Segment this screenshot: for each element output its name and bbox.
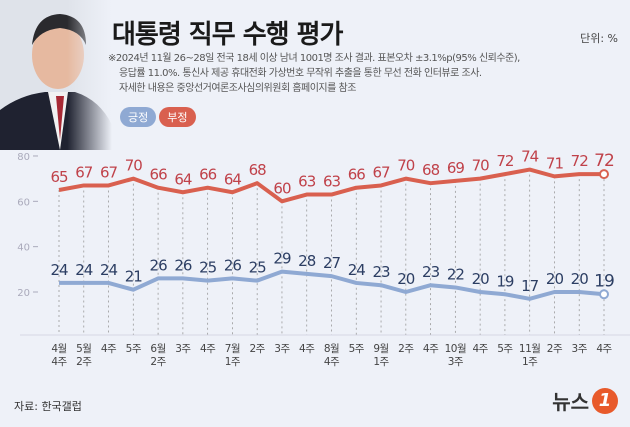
data-label: 17 — [521, 277, 539, 295]
data-label: 63 — [323, 173, 341, 191]
x-tick-label: 1주 — [225, 356, 241, 368]
data-label: 72 — [571, 152, 589, 170]
data-label: 28 — [298, 252, 316, 270]
data-label: 64 — [224, 170, 242, 188]
note-line: ※2024년 11월 26~28일 전국 18세 이상 남녀 1001명 조사 … — [108, 53, 520, 64]
data-label: 26 — [224, 256, 242, 274]
x-tick-label: 3주 — [274, 343, 290, 355]
x-tick-label: 1주 — [373, 356, 389, 368]
x-tick-label: 3주 — [448, 356, 464, 368]
source: 자료: 한국갤럽 — [14, 400, 82, 413]
data-label: 27 — [323, 254, 341, 272]
data-label: 19 — [594, 271, 614, 291]
data-label: 67 — [100, 163, 118, 181]
x-tick-label: 2주 — [150, 356, 166, 368]
x-tick-label: 10월 — [445, 343, 467, 355]
x-tick-label: 4주 — [472, 343, 488, 355]
x-tick-label: 2주 — [250, 343, 266, 355]
x-tick-label: 6월 — [150, 343, 165, 355]
data-label: 20 — [546, 270, 564, 288]
data-label: 21 — [125, 268, 143, 286]
x-tick-label: 7월 — [225, 343, 240, 355]
y-tick-label: 40 — [17, 243, 30, 254]
x-tick-label: 4주 — [51, 356, 67, 368]
series-line-negative — [58, 167, 604, 204]
note-line: 응답률 11.0%. 통신사 제공 휴대전화 가상번호 무작위 추출을 통한 무… — [119, 68, 482, 79]
data-label: 26 — [174, 256, 192, 274]
data-label: 25 — [199, 259, 217, 277]
x-tick-label: 11월 — [519, 343, 541, 355]
x-tick-label: 9월 — [373, 343, 388, 355]
legend-positive: 긍정 — [120, 107, 157, 127]
y-tick-label: 80 — [17, 152, 30, 163]
data-label: 65 — [50, 168, 68, 186]
x-tick-label: 2주 — [547, 343, 563, 355]
data-label: 29 — [273, 250, 291, 268]
data-label: 66 — [199, 166, 217, 184]
x-tick-label: 2주 — [76, 356, 92, 368]
legend: 긍정 부정 — [120, 107, 196, 127]
data-label: 24 — [75, 261, 93, 279]
news1-logo: 뉴스 1 — [552, 386, 618, 415]
data-label: 70 — [472, 157, 490, 175]
x-tick-label: 4주 — [200, 343, 216, 355]
data-label: 26 — [150, 256, 168, 274]
data-label: 72 — [496, 152, 514, 170]
data-label: 22 — [447, 265, 465, 283]
legend-negative: 부정 — [159, 107, 196, 127]
x-tick-label: 4주 — [423, 343, 439, 355]
data-label: 19 — [496, 272, 514, 290]
data-label: 20 — [472, 270, 490, 288]
data-label: 23 — [372, 263, 390, 281]
y-tick-label: 60 — [17, 197, 30, 208]
y-tick-label: 20 — [17, 288, 30, 299]
survey-note: ※2024년 11월 26~28일 전국 18세 이상 남녀 1001명 조사 … — [108, 51, 520, 96]
x-tick-label: 4월 — [51, 343, 66, 355]
data-label: 67 — [75, 163, 93, 181]
data-label: 66 — [150, 166, 168, 184]
data-label: 24 — [100, 261, 118, 279]
x-tick-label: 5주 — [126, 343, 142, 355]
unit-label: 단위: % — [580, 32, 618, 45]
x-tick-label: 4주 — [324, 356, 340, 368]
end-point — [599, 289, 609, 300]
x-tick-label: 5주 — [349, 343, 365, 355]
x-tick-label: 4주 — [101, 343, 117, 355]
x-tick-label: 2주 — [398, 343, 414, 355]
data-label: 24 — [50, 261, 68, 279]
x-tick-label: 5주 — [497, 343, 513, 355]
data-label: 66 — [348, 166, 366, 184]
data-label: 60 — [273, 179, 291, 197]
data-label: 23 — [422, 263, 440, 281]
data-label: 70 — [397, 157, 415, 175]
data-label: 68 — [422, 161, 440, 179]
data-label: 74 — [521, 148, 539, 166]
data-label: 24 — [348, 261, 366, 279]
data-label: 25 — [249, 259, 267, 277]
x-tick-label: 5월 — [76, 343, 91, 355]
data-label: 70 — [125, 157, 143, 175]
x-tick-label: 8월 — [324, 343, 339, 355]
data-label: 69 — [447, 159, 465, 177]
data-label: 20 — [397, 270, 415, 288]
x-tick-label: 3주 — [175, 343, 191, 355]
x-tick-label: 1주 — [522, 356, 538, 368]
president-photo — [0, 0, 112, 150]
data-label: 64 — [174, 170, 192, 188]
data-label: 20 — [571, 270, 589, 288]
data-label: 72 — [594, 151, 614, 171]
data-label: 63 — [298, 173, 316, 191]
data-label: 68 — [249, 161, 267, 179]
end-point — [599, 169, 609, 180]
x-tick-label: 4주 — [596, 343, 612, 355]
x-tick-label: 3주 — [572, 343, 588, 355]
data-label: 71 — [546, 154, 564, 172]
x-tick-label: 4주 — [299, 343, 315, 355]
chart-title: 대통령 직무 수행 평가 — [112, 20, 343, 50]
note-line: 자세한 내용은 중앙선거여론조사심의위원회 홈페이지를 참조 — [119, 83, 356, 94]
data-label: 67 — [372, 163, 390, 181]
series-line-positive — [59, 269, 605, 301]
